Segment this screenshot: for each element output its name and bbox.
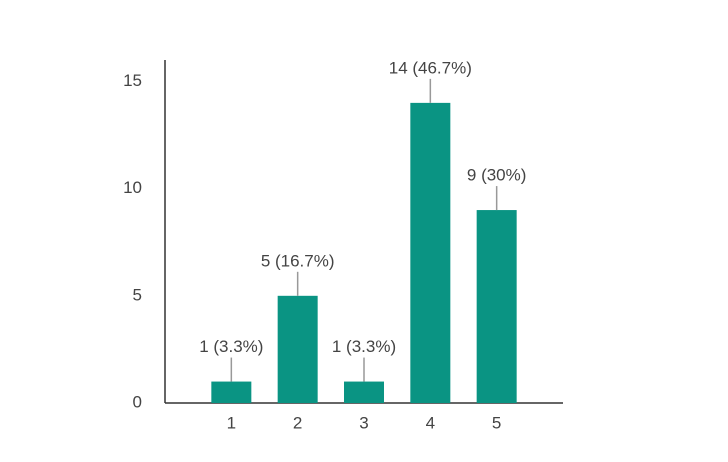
x-tick-label: 2 [293,413,302,432]
x-tick-label: 4 [426,413,435,432]
y-tick-label: 15 [123,71,142,90]
bar [344,381,384,403]
x-tick-label: 3 [359,413,368,432]
value-label: 14 (46.7%) [389,58,472,77]
x-tick-label: 5 [492,413,501,432]
x-tick-label: 1 [227,413,236,432]
value-label: 1 (3.3%) [199,337,263,356]
y-tick-label: 0 [133,392,142,411]
bar [211,381,252,403]
value-label: 9 (30%) [467,166,527,185]
value-label: 5 (16.7%) [261,251,335,270]
y-tick-label: 10 [123,178,142,197]
bar [277,295,318,403]
y-tick-label: 5 [133,285,142,304]
bar [410,102,451,403]
bar [476,210,517,403]
value-label: 1 (3.3%) [332,337,396,356]
